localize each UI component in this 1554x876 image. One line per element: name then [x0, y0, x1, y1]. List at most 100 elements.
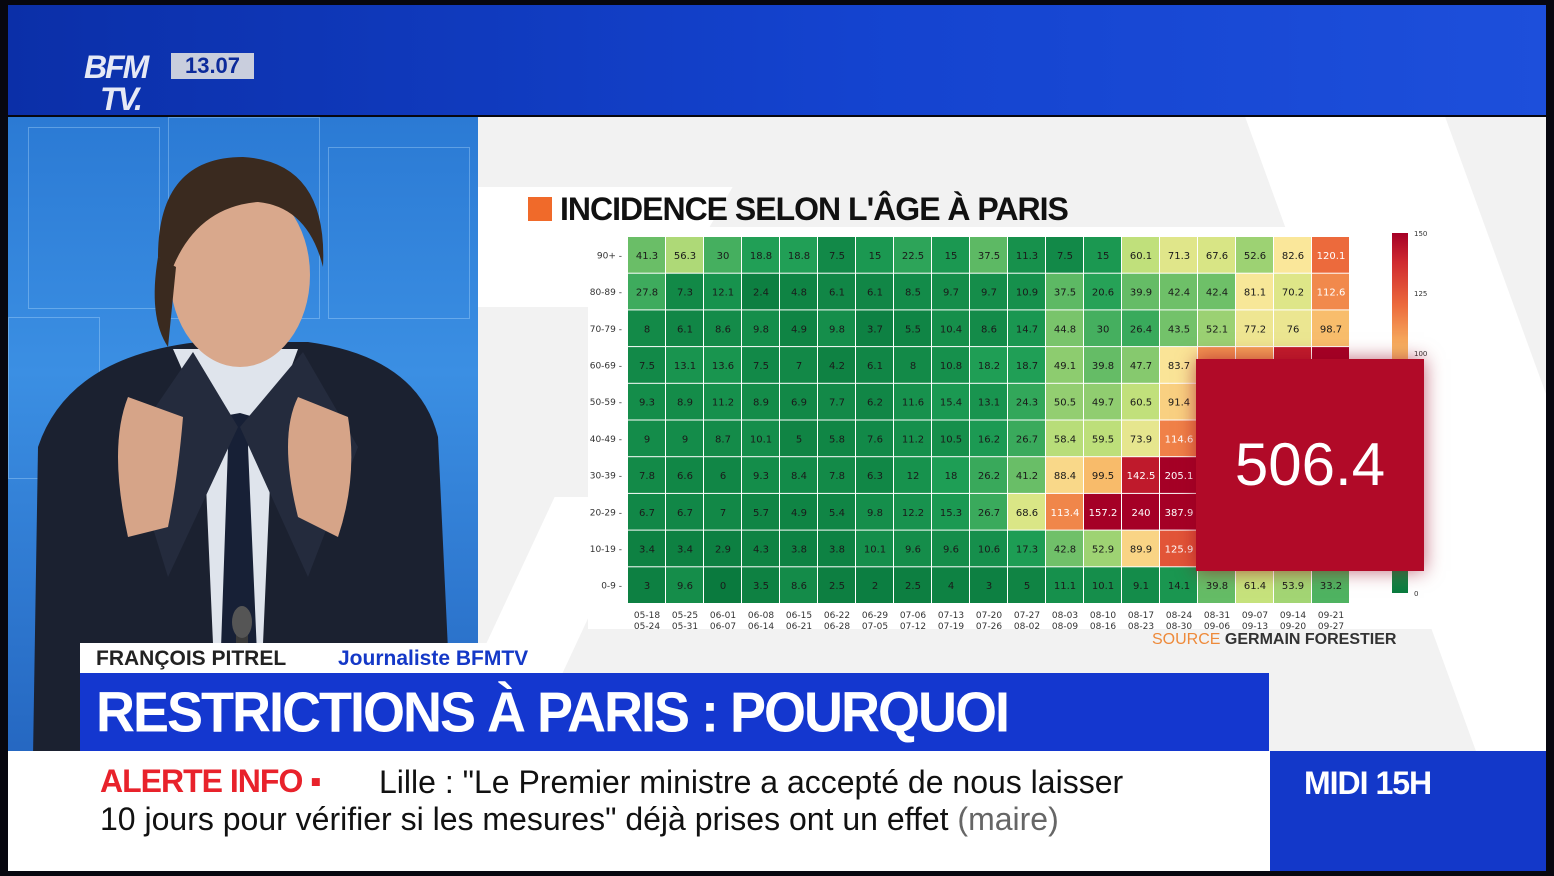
heatmap-cell [780, 273, 817, 310]
heatmap-cell [780, 493, 817, 530]
cell-value-label: 112.6 [1317, 288, 1346, 299]
studio-glass-panel [328, 147, 470, 319]
cell-value-label: 10.1 [750, 434, 772, 445]
cell-value-label: 53.9 [1282, 581, 1304, 592]
cell-value-label: 8.9 [677, 398, 693, 409]
cell-value-label: 8.4 [791, 471, 807, 482]
cell-value-label: 3.8 [791, 544, 807, 555]
alert-text-line2: 10 jours pour vérifier si les mesures" d… [100, 801, 1059, 838]
heatmap-cell [856, 347, 893, 383]
heatmap-cell [704, 457, 741, 493]
cell-value-label: 5.5 [905, 324, 921, 335]
heatmap-cell [1008, 273, 1045, 310]
heatmap-cell [1084, 310, 1121, 347]
heatmap-cell [932, 237, 969, 273]
heatmap-cell [628, 420, 665, 457]
cell-value-label: 4.2 [829, 361, 845, 372]
cell-value-label: 7.8 [639, 471, 655, 482]
cell-value-label: 15 [1097, 251, 1110, 262]
cell-value-label: 42.4 [1206, 288, 1228, 299]
cell-value-label: 8.6 [981, 324, 997, 335]
cell-value-label: 11.1 [1054, 581, 1076, 592]
x-tick-label-end: 07-26 [976, 622, 1002, 629]
x-tick-label-start: 07-20 [976, 611, 1002, 621]
cell-value-label: 4.9 [791, 508, 807, 519]
heatmap-cell [704, 420, 741, 457]
cell-value-label: 7.5 [829, 251, 845, 262]
x-tick-label-start: 08-24 [1166, 611, 1192, 621]
heatmap-cell [932, 310, 969, 347]
cell-value-label: 9 [682, 434, 688, 445]
heatmap-cell [1236, 273, 1273, 310]
cell-value-label: 6 [720, 471, 726, 482]
x-tick-label-start: 07-06 [900, 611, 926, 621]
heatmap-cell [704, 567, 741, 603]
cell-value-label: 8.5 [905, 288, 921, 299]
heatmap-cell [970, 237, 1007, 273]
heatmap-cell [932, 347, 969, 383]
heatmap-cell [628, 530, 665, 567]
cell-value-label: 11.2 [712, 398, 734, 409]
cell-value-label: 22.5 [902, 251, 924, 262]
heatmap-cell [628, 457, 665, 493]
cell-value-label: 6.6 [677, 471, 693, 482]
cell-value-label: 56.3 [674, 251, 696, 262]
heatmap-cell [970, 347, 1007, 383]
heatmap-cell [1046, 237, 1083, 273]
cell-value-label: 120.1 [1317, 251, 1346, 262]
heatmap-cell [780, 420, 817, 457]
cell-value-label: 3 [986, 581, 992, 592]
cell-value-label: 52.1 [1206, 324, 1228, 335]
heatmap-cell [894, 493, 931, 530]
alert-line2-source: (maire) [957, 801, 1059, 837]
heatmap-cell [666, 383, 703, 420]
heatmap-cell [970, 420, 1007, 457]
heatmap-cell [1084, 530, 1121, 567]
cell-value-label: 7.5 [1057, 251, 1073, 262]
heatmap-cell [818, 310, 855, 347]
news-ticker: ALERTE INFO ▪ Lille : "Le Premier minist… [8, 751, 1270, 871]
cell-value-label: 47.7 [1130, 361, 1152, 372]
heatmap-cell [666, 347, 703, 383]
cell-value-label: 41.3 [636, 251, 658, 262]
x-tick-label-end: 07-12 [900, 622, 926, 629]
heatmap-cell [666, 273, 703, 310]
heatmap-cell [1122, 420, 1159, 457]
x-tick-label-end: 05-31 [672, 622, 698, 629]
heatmap-cell [742, 347, 779, 383]
x-tick-label-end: 09-13 [1242, 622, 1268, 629]
cell-value-label: 30 [717, 251, 730, 262]
cell-value-label: 10.5 [940, 434, 962, 445]
cell-value-label: 9 [644, 434, 650, 445]
heatmap-cell [1008, 420, 1045, 457]
cell-value-label: 7.5 [639, 361, 655, 372]
heatmap-cell [1160, 237, 1197, 273]
heatmap-cell [1274, 237, 1311, 273]
heatmap-cell [780, 237, 817, 273]
heatmap-cell [1046, 493, 1083, 530]
cell-value-label: 142.5 [1127, 471, 1156, 482]
cell-value-label: 83.7 [1168, 361, 1190, 372]
heatmap-cell [932, 457, 969, 493]
x-tick-label-start: 07-13 [938, 611, 964, 621]
logo-line-1: BFM [84, 49, 149, 85]
heatmap-cell [742, 273, 779, 310]
x-tick-label-start: 09-07 [1242, 611, 1268, 621]
cell-value-label: 52.9 [1092, 544, 1114, 555]
cell-value-label: 6.1 [867, 361, 883, 372]
cell-value-label: 6.3 [867, 471, 883, 482]
cell-value-label: 2.5 [829, 581, 845, 592]
cell-value-label: 77.2 [1244, 324, 1266, 335]
heatmap-cell [1046, 457, 1083, 493]
heatmap-cell [742, 383, 779, 420]
heatmap-cell [1122, 457, 1159, 493]
cell-value-label: 89.9 [1130, 544, 1152, 555]
heatmap-cell [818, 457, 855, 493]
cell-value-label: 2.5 [905, 581, 921, 592]
heatmap-cell [1274, 567, 1311, 603]
cell-value-label: 30 [1097, 324, 1110, 335]
x-tick-label-start: 06-15 [786, 611, 812, 621]
heatmap-cell [628, 493, 665, 530]
x-tick-label-start: 06-08 [748, 611, 774, 621]
cell-value-label: 12.2 [902, 508, 924, 519]
